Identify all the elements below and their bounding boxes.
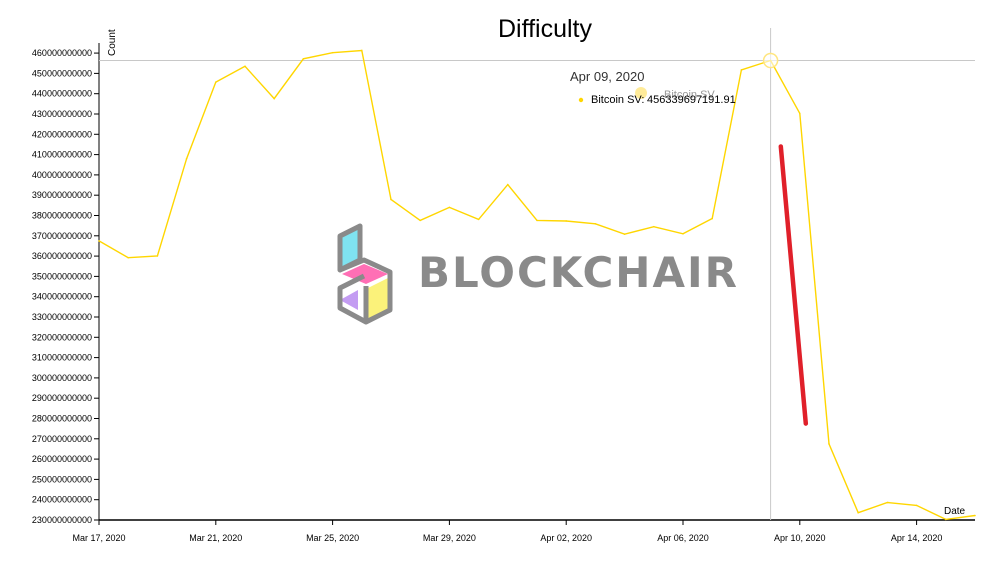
y-tick-label: 460000000000 — [32, 48, 92, 58]
data-point — [886, 501, 889, 504]
y-tick-label: 260000000000 — [32, 454, 92, 464]
y-tick-label: 300000000000 — [32, 373, 92, 383]
y-tick-label: 450000000000 — [32, 68, 92, 78]
chart-title: Difficulty — [498, 15, 593, 43]
data-point — [682, 232, 684, 235]
data-point — [244, 65, 246, 68]
data-point — [507, 183, 509, 186]
watermark-text: BLOCKCHAIR — [418, 248, 739, 297]
data-point — [974, 514, 976, 517]
y-axis-label: Count — [107, 29, 118, 56]
series-points — [98, 49, 976, 521]
y-tick-label: 400000000000 — [32, 170, 92, 180]
data-point — [565, 220, 567, 222]
data-point — [390, 198, 392, 201]
data-point — [215, 81, 217, 83]
data-point — [331, 51, 334, 54]
y-tick-label: 430000000000 — [32, 109, 92, 119]
data-point — [653, 225, 655, 228]
x-axis-label: Date — [944, 506, 966, 517]
y-tick-label: 410000000000 — [32, 150, 92, 160]
hover-marker — [762, 52, 779, 69]
data-point — [273, 97, 276, 100]
y-tick-label: 350000000000 — [32, 271, 92, 281]
tooltip-series-label: Bitcoin SV: — [591, 94, 644, 106]
data-point — [98, 240, 100, 242]
x-tick-label: Apr 02, 2020 — [540, 533, 592, 543]
x-tick-label: Apr 06, 2020 — [657, 533, 709, 543]
data-point — [536, 219, 538, 222]
y-tick-label: 280000000000 — [32, 413, 92, 423]
y-tick-label: 390000000000 — [32, 190, 92, 200]
tooltip: Apr 09, 2020 Bitcoin SV Bitcoin SV: 4563… — [570, 69, 736, 106]
y-tick-label: 250000000000 — [32, 474, 92, 484]
x-tick-label: Mar 29, 2020 — [423, 533, 476, 543]
data-point — [828, 443, 830, 445]
blockchair-logo-icon — [337, 223, 393, 325]
tooltip-date: Apr 09, 2020 — [570, 69, 644, 84]
y-tick-label: 240000000000 — [32, 495, 92, 505]
data-point — [185, 157, 188, 160]
y-tick-label: 330000000000 — [32, 312, 92, 322]
y-tick-label: 290000000000 — [32, 393, 92, 403]
y-axis: 230000000000 240000000000 250000000000 2600… — [32, 43, 100, 525]
tooltip-ghost-dot — [635, 87, 647, 99]
data-point — [740, 69, 743, 71]
x-tick-label: Mar 25, 2020 — [306, 533, 359, 543]
x-tick-label: Apr 10, 2020 — [774, 533, 826, 543]
annotation-stroke — [778, 144, 809, 426]
y-tick-label: 230000000000 — [32, 515, 92, 525]
blockchair-watermark: BLOCKCHAIR — [337, 223, 739, 325]
x-tick-label: Mar 17, 2020 — [72, 533, 125, 543]
data-point — [623, 233, 626, 235]
y-tick-label: 320000000000 — [32, 332, 92, 342]
data-point — [711, 217, 713, 220]
x-axis: Mar 17, 2020 Mar 21, 2020 Mar 25, 2020 Mar … — [72, 519, 975, 543]
x-tick-label: Mar 21, 2020 — [189, 533, 242, 543]
y-tick-label: 420000000000 — [32, 129, 92, 139]
data-point — [799, 112, 801, 115]
data-point — [127, 256, 129, 259]
data-point — [419, 219, 422, 222]
data-point — [448, 206, 451, 209]
x-tick-label: Apr 14, 2020 — [891, 533, 943, 543]
data-point — [915, 504, 918, 507]
data-point — [945, 518, 947, 521]
data-point — [156, 255, 159, 257]
tooltip-value: 456339697191.91 — [647, 94, 736, 106]
y-tick-label: 340000000000 — [32, 292, 92, 302]
y-tick-label: 360000000000 — [32, 251, 92, 261]
data-point — [857, 511, 859, 514]
y-tick-label: 380000000000 — [32, 210, 92, 220]
data-point — [302, 57, 305, 60]
tooltip-legend-dot — [578, 97, 584, 103]
y-tick-label: 440000000000 — [32, 89, 92, 99]
data-point — [361, 49, 363, 52]
data-point — [477, 218, 480, 221]
y-tick-label: 370000000000 — [32, 231, 92, 241]
tooltip-ghost-text: Bitcoin SV — [664, 89, 715, 101]
data-point — [594, 223, 597, 225]
y-tick-label: 310000000000 — [32, 353, 92, 363]
y-tick-label: 270000000000 — [32, 434, 92, 444]
